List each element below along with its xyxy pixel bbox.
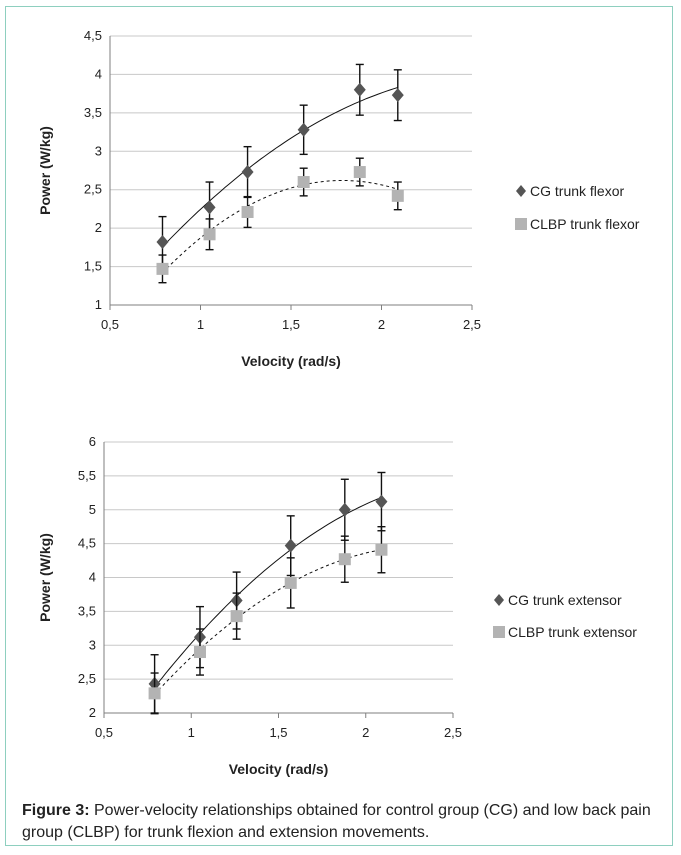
extensor-cg-trendline bbox=[154, 496, 382, 688]
flexor-xtick-label: 0,5 bbox=[101, 317, 119, 332]
extensor-clbp-point bbox=[375, 543, 388, 556]
caption-label: Figure 3: bbox=[22, 802, 90, 819]
flexor-cg-point bbox=[391, 88, 404, 103]
flexor-clbp-point bbox=[203, 228, 216, 241]
caption-text: Power-velocity relationships obtained fo… bbox=[22, 802, 651, 841]
flexor-ytick-label: 3,5 bbox=[84, 105, 102, 120]
extensor-clbp-point bbox=[193, 646, 206, 659]
extensor-ytick-label: 4 bbox=[89, 570, 96, 585]
extensor-cg-point bbox=[284, 538, 297, 553]
flexor-clbp-point bbox=[353, 166, 366, 179]
extensor-clbp-trendline bbox=[154, 549, 382, 695]
extensor-clbp-legend-label: CLBP trunk extensor bbox=[508, 624, 637, 640]
flexor-ytick-label: 2 bbox=[95, 220, 102, 235]
extensor-clbp-point bbox=[284, 576, 297, 589]
flexor-ytick-label: 3 bbox=[95, 143, 102, 158]
extensor-clbp-point bbox=[230, 610, 243, 623]
flexor-x-axis-title: Velocity (rad/s) bbox=[241, 353, 341, 369]
extensor-xtick-label: 2 bbox=[362, 725, 369, 740]
extensor-ytick-label: 5,5 bbox=[78, 468, 96, 483]
flexor-xtick-label: 1,5 bbox=[282, 317, 300, 332]
extensor-ytick-label: 6 bbox=[89, 434, 96, 449]
flexor-xtick-label: 2 bbox=[378, 317, 385, 332]
flexor-ytick-label: 1,5 bbox=[84, 259, 102, 274]
flexor-clbp-legend-marker bbox=[515, 218, 527, 230]
extensor-clbp-legend-marker bbox=[493, 626, 505, 638]
flexor-cg-legend-label: CG trunk flexor bbox=[530, 183, 624, 199]
flexor-xtick-label: 1 bbox=[197, 317, 204, 332]
extensor-xtick-label: 1,5 bbox=[269, 725, 287, 740]
flexor-ytick-label: 2,5 bbox=[84, 182, 102, 197]
extensor-clbp-point bbox=[148, 687, 161, 700]
flexor-cg-point bbox=[156, 234, 169, 249]
extensor-xtick-label: 0,5 bbox=[95, 725, 113, 740]
extensor-xtick-label: 1 bbox=[188, 725, 195, 740]
flexor-ytick-label: 4,5 bbox=[84, 28, 102, 43]
extensor-ytick-label: 3,5 bbox=[78, 603, 96, 618]
flexor-cg-point bbox=[297, 122, 310, 137]
extensor-clbp-point bbox=[338, 553, 351, 566]
extensor-cg-point bbox=[338, 502, 351, 517]
figure-caption: Figure 3: Power-velocity relationships o… bbox=[22, 800, 662, 844]
extensor-cg-point bbox=[375, 494, 388, 509]
flexor-clbp-trendline bbox=[162, 180, 398, 274]
extensor-ytick-label: 3 bbox=[89, 637, 96, 652]
flexor-y-axis-title: Power (W/kg) bbox=[37, 126, 53, 215]
flexor-ytick-label: 4 bbox=[95, 66, 102, 81]
chart-extensor: 2 2,5 3 3,5 4 4,5 5 5,5 6 0,5 1 1,5 2 2,5 Velocity (ra… bbox=[37, 434, 637, 777]
flexor-ytick-label: 1 bbox=[95, 297, 102, 312]
flexor-clbp-point bbox=[391, 189, 404, 202]
flexor-clbp-legend-label: CLBP trunk flexor bbox=[530, 216, 640, 232]
flexor-cg-trendline bbox=[162, 87, 398, 248]
figure-frame bbox=[5, 6, 673, 846]
extensor-y-axis-title: Power (W/kg) bbox=[37, 533, 53, 622]
extensor-ytick-label: 2 bbox=[89, 705, 96, 720]
extensor-cg-legend-label: CG trunk extensor bbox=[508, 592, 622, 608]
flexor-clbp-point bbox=[297, 176, 310, 189]
flexor-clbp-point bbox=[156, 262, 169, 275]
extensor-ytick-label: 2,5 bbox=[78, 671, 96, 686]
extensor-ytick-label: 5 bbox=[89, 502, 96, 517]
flexor-cg-legend-marker bbox=[516, 185, 526, 197]
flexor-cg-point bbox=[353, 82, 366, 97]
flexor-clbp-point bbox=[241, 206, 254, 219]
extensor-xtick-label: 2,5 bbox=[444, 725, 462, 740]
chart-flexor: 1 1,5 2 2,5 3 3,5 4 4,5 0,5 1 1,5 2 2,5 Velocity (rad… bbox=[37, 28, 640, 369]
flexor-cg-point bbox=[241, 165, 254, 180]
flexor-cg-point bbox=[203, 200, 216, 215]
extensor-x-axis-title: Velocity (rad/s) bbox=[229, 761, 329, 777]
flexor-xtick-label: 2,5 bbox=[463, 317, 481, 332]
extensor-ytick-label: 4,5 bbox=[78, 536, 96, 551]
extensor-cg-legend-marker bbox=[494, 594, 504, 606]
